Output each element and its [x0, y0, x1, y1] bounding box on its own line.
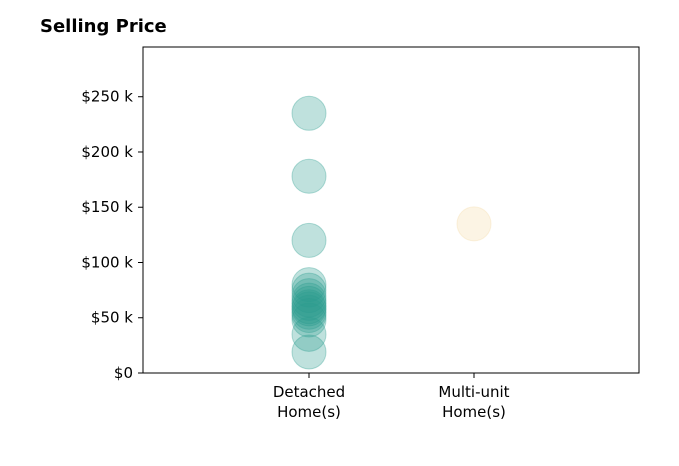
- data-point: [291, 267, 327, 303]
- data-point: [291, 278, 327, 314]
- y-tick-label: $250 k: [81, 88, 133, 106]
- x-tick-label: Detached: [273, 383, 345, 401]
- y-tick-label: $0: [114, 364, 133, 382]
- data-point: [291, 294, 327, 330]
- y-tick-label: $50 k: [91, 309, 133, 327]
- data-point: [456, 206, 492, 242]
- y-tick-label: $200 k: [81, 143, 133, 161]
- data-point: [291, 272, 327, 308]
- y-tick-label: $100 k: [81, 253, 133, 271]
- x-tick-label: Home(s): [277, 403, 341, 421]
- data-point: [291, 285, 327, 321]
- data-point: [291, 289, 327, 325]
- data-point: [291, 302, 327, 338]
- data-point: [291, 316, 327, 352]
- data-point: [291, 291, 327, 327]
- data-point: [291, 158, 327, 194]
- y-tick-label: $150 k: [81, 198, 133, 216]
- x-tick-label: Home(s): [442, 403, 506, 421]
- x-tick-label: Multi-unit: [438, 383, 509, 401]
- plot-frame: [142, 46, 640, 374]
- data-point: [291, 95, 327, 131]
- data-point: [291, 222, 327, 258]
- chart-title: Selling Price: [40, 16, 167, 37]
- data-point: [291, 282, 327, 318]
- data-point: [291, 334, 327, 370]
- data-point: [291, 298, 327, 334]
